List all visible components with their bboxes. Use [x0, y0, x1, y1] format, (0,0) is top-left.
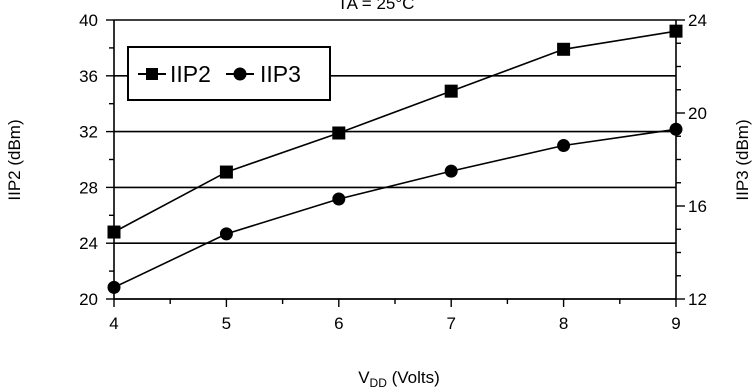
x-tick-label-1: 5 — [222, 314, 231, 333]
chart-title: TA = 25°C — [338, 0, 415, 13]
series-iip2-point-3 — [444, 84, 458, 98]
series-iip2-point-4 — [557, 42, 571, 56]
tick-labels: 4 5 6 7 8 9 20 24 28 32 36 40 12 16 20 24 — [79, 11, 707, 333]
y-left-tick-label-1: 24 — [79, 234, 98, 253]
legend-iip3-label: IIP3 — [260, 61, 301, 87]
series-iip3-point-3 — [444, 164, 458, 178]
y-right-tick-label-3: 24 — [688, 11, 707, 30]
x-tick-label-3: 7 — [446, 314, 455, 333]
x-axis-title: VDD (Volts) — [358, 368, 440, 389]
y-left-tick-label-0: 20 — [79, 290, 98, 309]
x-axis-title-sub: DD — [370, 376, 388, 389]
x-tick-label-0: 4 — [109, 314, 118, 333]
legend: IIP2 IIP3 — [127, 46, 331, 101]
series-iip2-point-2 — [332, 126, 346, 140]
series-iip2-line — [113, 30, 677, 233]
series-iip2-point-5 — [669, 24, 683, 38]
x-tick-label-5: 9 — [671, 314, 680, 333]
x-axis-title-rest: (Volts) — [387, 368, 440, 387]
series-iip2-point-1 — [219, 165, 233, 179]
x-tick-label-4: 8 — [559, 314, 568, 333]
series-iip3-point-1 — [219, 227, 233, 241]
series-iip2-point-0 — [107, 225, 121, 239]
legend-iip2-marker — [146, 68, 158, 80]
legend-iip2-label: IIP2 — [170, 61, 211, 87]
y-right-tick-label-2: 20 — [688, 104, 707, 123]
axes — [106, 19, 685, 307]
y-right-tick-label-1: 16 — [688, 197, 707, 216]
y-left-tick-label-2: 28 — [79, 178, 98, 197]
y-left-tick-label-5: 40 — [79, 11, 98, 30]
y-left-tick-label-3: 32 — [79, 123, 98, 142]
y-right-tick-label-0: 12 — [688, 290, 707, 309]
series-iip3-point-5 — [669, 122, 683, 136]
legend-iip3-marker — [233, 67, 247, 81]
x-tick-label-2: 6 — [334, 314, 343, 333]
series-layer — [107, 24, 683, 294]
series-iip3-point-0 — [107, 280, 121, 294]
y-axis-left-title: IIP2 (dBm) — [5, 119, 24, 200]
y-left-tick-label-4: 36 — [79, 67, 98, 86]
series-iip3-point-2 — [332, 192, 346, 206]
series-iip3-point-4 — [557, 139, 571, 153]
y-axis-right-title: IIP3 (dBm) — [733, 119, 752, 200]
series-iip3-line — [113, 128, 677, 289]
x-axis-title-main: V — [358, 368, 370, 387]
